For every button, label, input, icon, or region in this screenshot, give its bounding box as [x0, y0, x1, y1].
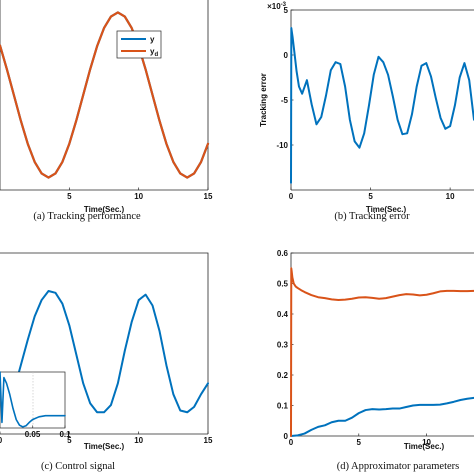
series-line-0	[0, 290, 209, 414]
inset-x-tick-label: 0.1	[59, 430, 71, 439]
x-tick-label: 10	[422, 438, 431, 447]
series-line-1	[290, 267, 474, 437]
x-tick-label: 5	[67, 436, 72, 445]
legend-label-yd: yd	[150, 47, 158, 58]
x-tick-label: 5	[67, 192, 72, 201]
inset-series-line-0	[0, 371, 66, 428]
x-tick-label: 10	[446, 192, 455, 201]
y-tick-label: 0.4	[277, 310, 289, 319]
y-tick-label: 0.3	[277, 341, 289, 350]
y-tick-label: -5	[281, 96, 289, 105]
caption: (b) Tracking error	[334, 211, 410, 222]
legend-label-y: y	[150, 35, 155, 44]
panel-tracking-performance: 5 10 15 y yd Time(Sec.) (a) Tracking perfo…	[0, 0, 213, 222]
x-tick-label: 15	[204, 192, 213, 201]
x-tick-label: 0	[289, 192, 294, 201]
y-tick-label: 0.5	[277, 280, 289, 289]
legend: y yd	[116, 30, 162, 59]
y-tick-label: 0.1	[277, 402, 289, 411]
caption: (a) Tracking performance	[33, 211, 141, 222]
x-tick-label: 15	[204, 436, 213, 445]
x-tick-label: 5	[357, 438, 362, 447]
inset-zoom: 0.05 0.1	[0, 371, 71, 439]
series-line-0	[290, 396, 474, 437]
x-tick-label: 0	[0, 436, 3, 445]
y-axis-label: Tracking error	[259, 73, 268, 127]
caption: (c) Control signal	[41, 461, 115, 472]
caption: (d) Approximator parameters	[337, 461, 459, 472]
x-axis-label: Time(Sec.)	[84, 205, 125, 214]
y-scale-label: ×10-3	[267, 2, 287, 11]
x-tick-label: 10	[134, 436, 143, 445]
x-tick-label: 0	[289, 438, 294, 447]
inset-x-tick-label: 0.05	[25, 430, 41, 439]
y-tick-label: 0.2	[277, 371, 289, 380]
panel-approximator-parameters: 0 5 10 0 0.1 0.2 0.3 0.4 0.5 0.6 Time(Sec.) (d) A…	[277, 249, 474, 472]
y-tick-label: 0	[284, 432, 289, 441]
series-line-1	[0, 11, 210, 179]
y-tick-label: 0.6	[277, 249, 289, 258]
x-tick-label: 10	[134, 192, 143, 201]
series-line-0	[290, 27, 474, 184]
panel-tracking-error: 0 5 10 5 0 -5 -10 ×10-3 Tracking error Time(Se…	[259, 2, 474, 222]
y-tick-label: 5	[284, 6, 289, 15]
x-axis-label: Time(Sec.)	[366, 205, 407, 214]
y-tick-label: 0	[284, 51, 289, 60]
panel-control-signal: 0 5 10 15 0.05 0.1 Time(Sec.) (c) Control si…	[0, 252, 213, 472]
x-axis-label: Time(Sec.)	[84, 442, 125, 451]
x-tick-label: 5	[368, 192, 373, 201]
y-tick-label: -10	[276, 141, 288, 150]
x-axis-label: Time(Sec.)	[404, 442, 445, 451]
